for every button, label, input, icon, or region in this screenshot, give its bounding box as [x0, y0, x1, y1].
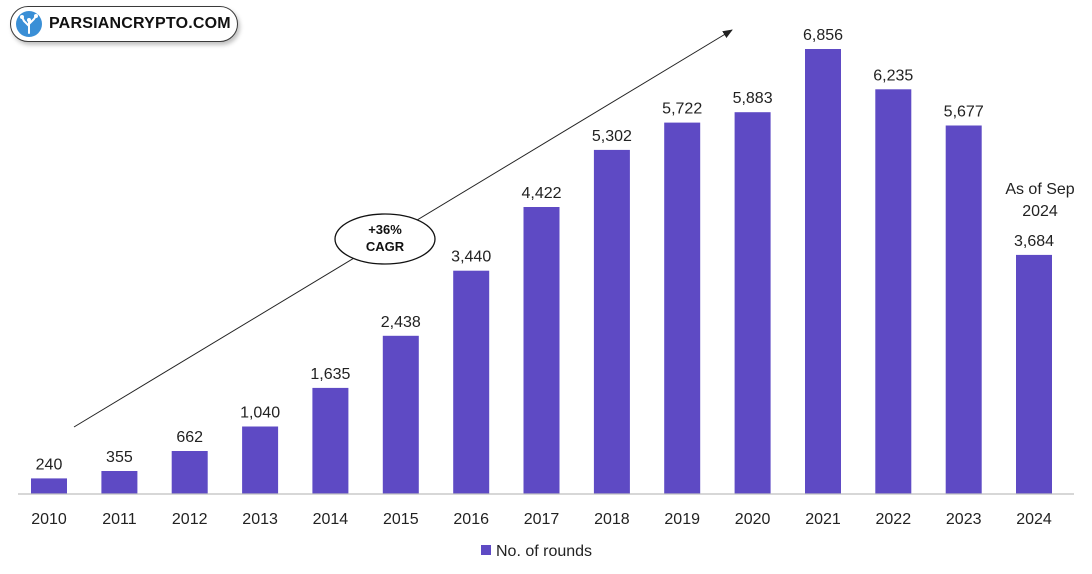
x-tick-2013: 2013 [242, 511, 278, 528]
value-labels-group: 240 355 662 1,040 1,635 2,438 3,440 4,422 5,302 5… [36, 27, 1054, 473]
x-tick-2017: 2017 [524, 511, 560, 528]
value-label-2016: 3,440 [451, 249, 491, 266]
bar-2020 [734, 112, 771, 494]
legend-label: No. of rounds [496, 543, 592, 560]
bar-2018 [593, 149, 630, 494]
x-tick-2019: 2019 [664, 511, 700, 528]
bar-2010 [31, 478, 67, 494]
site-logo-badge: PARSIANCRYPTO.COM [10, 6, 238, 42]
cagr-value: +36% [368, 222, 402, 237]
value-label-2022: 6,235 [873, 67, 913, 84]
value-label-2024: 3,684 [1014, 233, 1054, 250]
bar-2021 [805, 49, 841, 494]
value-label-2021: 6,856 [803, 27, 843, 44]
bar-2012 [171, 451, 208, 494]
x-tick-2015: 2015 [383, 511, 419, 528]
x-tick-2020: 2020 [735, 511, 771, 528]
bar-2015 [382, 335, 419, 494]
bar-2023 [945, 125, 982, 494]
cagr-ellipse [334, 213, 436, 265]
x-tick-2018: 2018 [594, 511, 630, 528]
x-tick-2010: 2010 [31, 511, 67, 528]
x-tick-2011: 2011 [102, 511, 137, 528]
bar-2017 [523, 207, 560, 494]
value-label-2014: 1,635 [310, 366, 350, 383]
value-label-2023: 5,677 [944, 104, 984, 121]
legend-swatch [481, 545, 491, 555]
value-label-2013: 1,040 [240, 405, 280, 422]
bar-2016 [453, 270, 490, 494]
legend: No. of rounds [481, 543, 592, 560]
value-label-2011: 355 [106, 449, 133, 466]
cagr-label: CAGR [366, 239, 405, 254]
x-tick-2022: 2022 [876, 511, 912, 528]
x-tick-2012: 2012 [172, 511, 208, 528]
bar-2024 [1016, 254, 1052, 494]
value-label-2010: 240 [36, 456, 63, 473]
value-label-2019: 5,722 [662, 101, 702, 118]
note-line-2: 2024 [1022, 203, 1058, 220]
x-tick-2021: 2021 [805, 511, 841, 528]
bars-group [31, 49, 1052, 495]
cagr-callout: +36% CAGR [334, 213, 436, 265]
bar-2011 [101, 471, 138, 494]
brain-tree-icon [16, 11, 42, 37]
x-tick-2016: 2016 [453, 511, 489, 528]
x-tick-2024: 2024 [1016, 511, 1052, 528]
value-label-2015: 2,438 [381, 314, 421, 331]
bar-2013 [242, 426, 279, 494]
value-label-2020: 5,883 [733, 90, 773, 107]
value-label-2018: 5,302 [592, 128, 632, 145]
note-line-1: As of Sep [1005, 181, 1074, 198]
bar-2022 [875, 89, 912, 495]
bar-2014 [312, 387, 349, 494]
bar-2019 [664, 122, 701, 494]
x-tick-2014: 2014 [313, 511, 349, 528]
logo-text: PARSIANCRYPTO.COM [49, 15, 231, 32]
x-tick-labels-group: 2010 2011 2012 2013 2014 2015 2016 2017 2018 2019… [31, 511, 1052, 528]
value-label-2017: 4,422 [521, 185, 561, 202]
value-label-2012: 662 [176, 429, 203, 446]
x-tick-2023: 2023 [946, 511, 982, 528]
partial-year-note: As of Sep 2024 [1005, 181, 1074, 220]
